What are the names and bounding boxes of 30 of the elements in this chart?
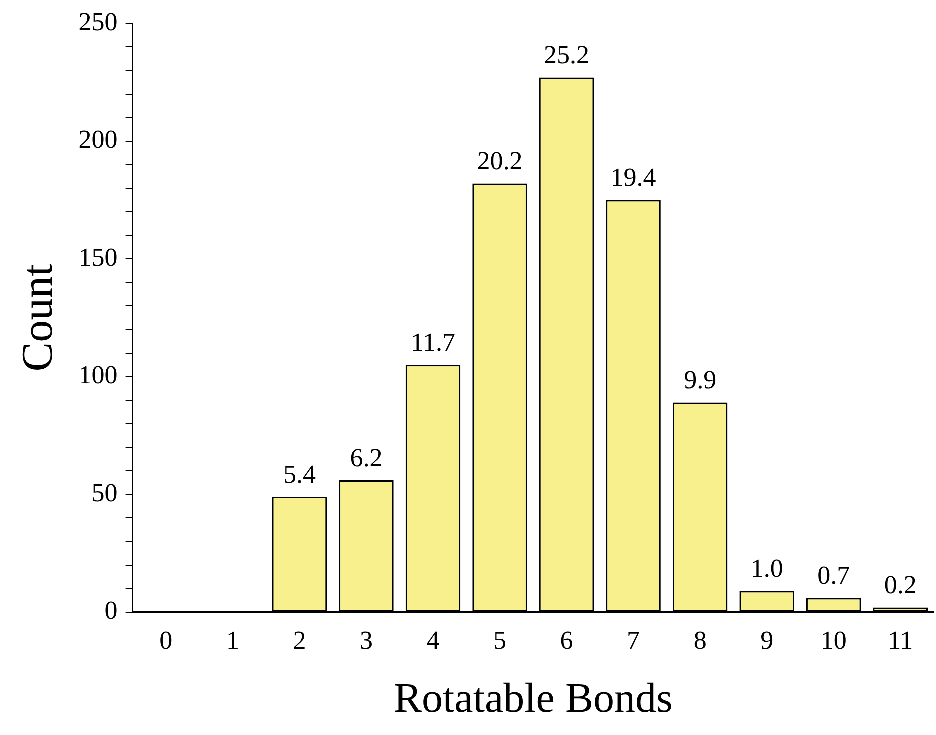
y-tick-label: 50 — [92, 478, 118, 508]
x-tick-label: 7 — [627, 626, 640, 655]
x-tick-label: 3 — [360, 626, 373, 655]
x-tick-label: 2 — [293, 626, 306, 655]
x-tick-label: 11 — [888, 626, 914, 655]
x-tick-label: 5 — [494, 626, 507, 655]
x-tick-label: 9 — [760, 626, 774, 655]
x-tick-label: 4 — [426, 626, 440, 655]
annotation: 1.0 — [750, 554, 784, 584]
annotation: 25.2 — [544, 40, 590, 70]
annotation: 20.2 — [477, 146, 523, 176]
x-tick-label: 10 — [820, 626, 847, 655]
annotation: 11.7 — [410, 328, 456, 357]
annotation: 5.4 — [283, 460, 316, 489]
y-axis-title: Count — [12, 264, 62, 372]
y-tick-label: 0 — [104, 596, 118, 626]
annotation: 19.4 — [610, 163, 656, 192]
annotation: 6.2 — [350, 443, 383, 472]
x-tick-label: 6 — [560, 626, 574, 655]
annotation: 9.9 — [684, 366, 717, 395]
y-tick-label: 250 — [78, 7, 118, 36]
y-tick-label: 100 — [78, 360, 118, 390]
x-axis-title: Rotatable Bonds — [394, 676, 673, 722]
y-tick-label: 200 — [78, 125, 118, 154]
annotation: 0.7 — [818, 561, 850, 590]
y-tick-label: 150 — [78, 242, 118, 272]
x-tick-label: 0 — [160, 626, 173, 655]
x-tick-label: 1 — [226, 626, 240, 655]
annotation: 0.2 — [884, 570, 917, 600]
x-tick-label: 8 — [694, 626, 707, 655]
